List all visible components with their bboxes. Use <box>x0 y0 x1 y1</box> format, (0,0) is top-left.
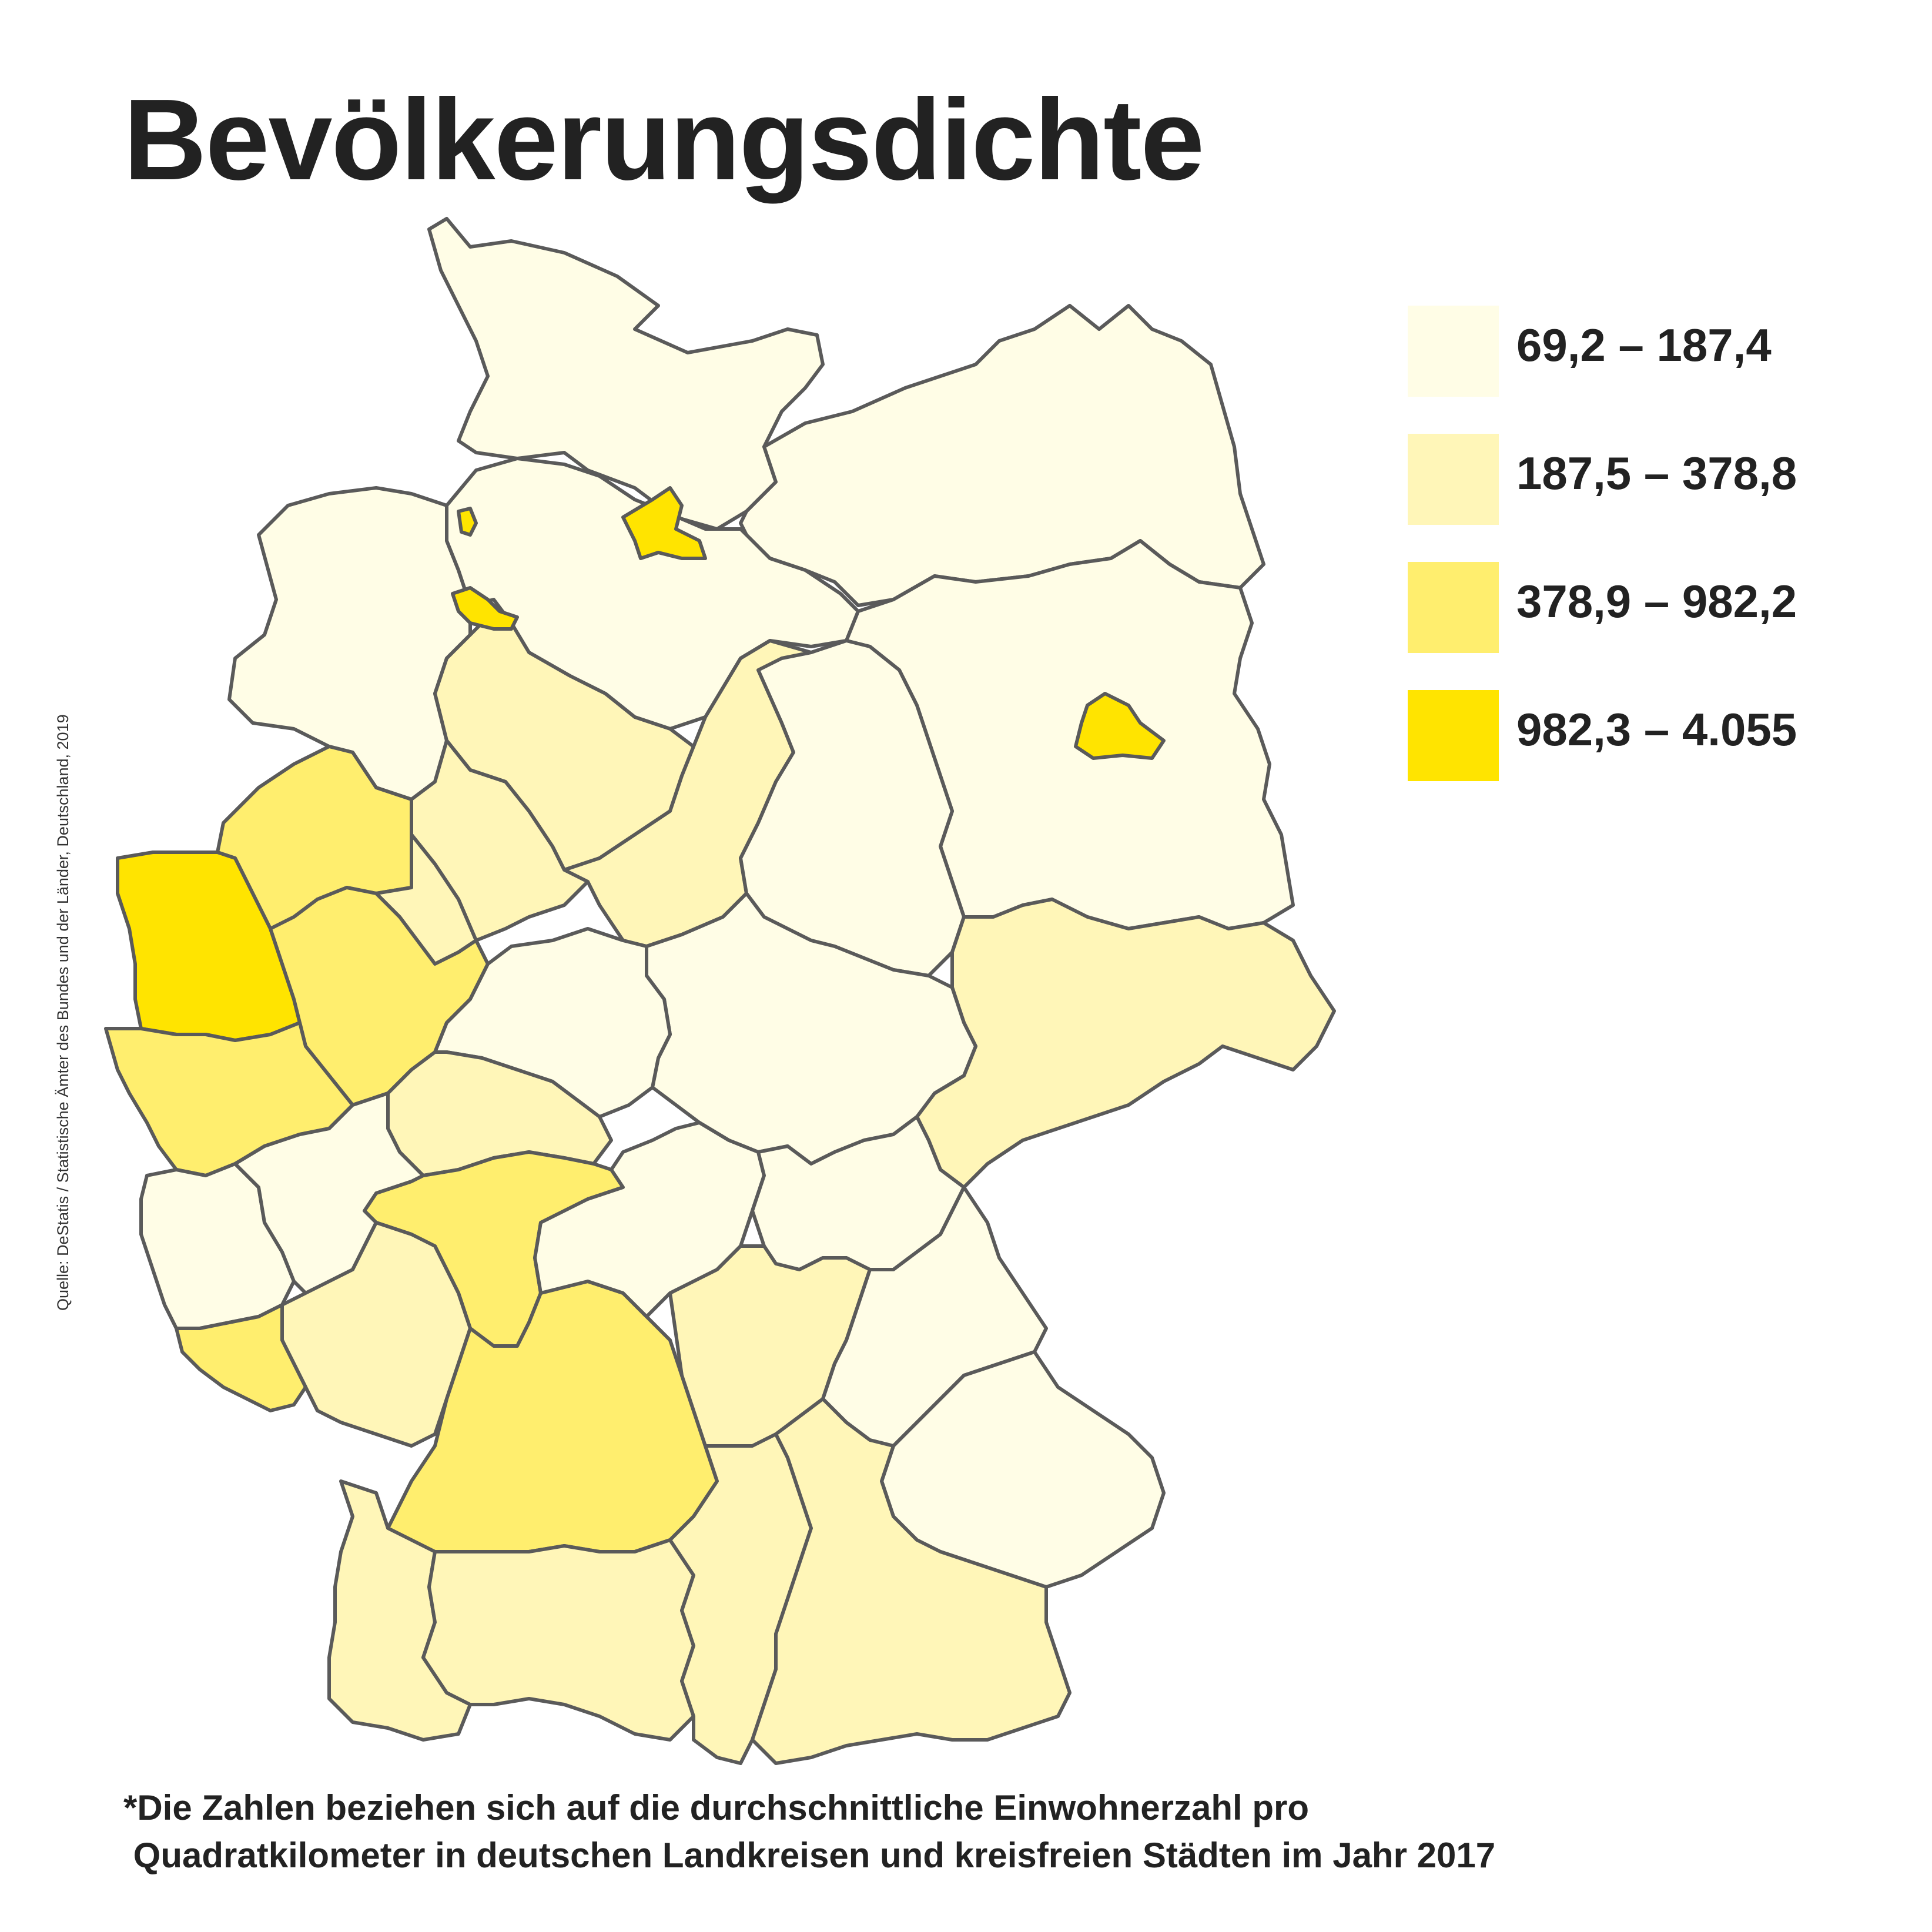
legend-item: 187,5 – 378,8 <box>1408 434 1878 528</box>
region-sachsen-anhalt <box>739 639 966 977</box>
legend-item: 69,2 – 187,4 <box>1408 306 1878 400</box>
footnote: *Die Zahlen beziehen sich auf die durchs… <box>123 1784 1495 1879</box>
legend-item: 982,3 – 4.055 <box>1408 690 1878 784</box>
legend-swatch <box>1408 690 1499 781</box>
region-berlin <box>1074 692 1166 760</box>
region-bremen <box>451 586 519 631</box>
legend-swatch <box>1408 306 1499 397</box>
legend-swatch <box>1408 562 1499 653</box>
region-sachsen <box>915 898 1336 1189</box>
region-thueringen <box>645 892 977 1166</box>
legend-item: 378,9 – 982,2 <box>1408 562 1878 656</box>
region-rheinland-pfalz-nord <box>233 1091 425 1295</box>
legend-swatch <box>1408 434 1499 525</box>
source-note: Quelle: DeStatis / Statistische Ämter de… <box>54 714 72 1311</box>
map-title: Bevölkerungsdichte <box>123 75 1204 204</box>
region-bayern-oberbayern <box>751 1397 1072 1765</box>
legend-label: 378,9 – 982,2 <box>1516 575 1797 627</box>
legend-label: 982,3 – 4.055 <box>1516 704 1797 755</box>
region-hamburg <box>621 486 707 560</box>
region-bremerhaven <box>457 507 478 537</box>
footnote-line: *Die Zahlen beziehen sich auf die durchs… <box>123 1788 1310 1827</box>
region-saarland <box>175 1303 307 1412</box>
footnote-line: Quadratkilometer in deutschen Landkreise… <box>123 1836 1496 1875</box>
legend-label: 187,5 – 378,8 <box>1516 447 1797 499</box>
legend-label: 69,2 – 187,4 <box>1516 319 1772 371</box>
